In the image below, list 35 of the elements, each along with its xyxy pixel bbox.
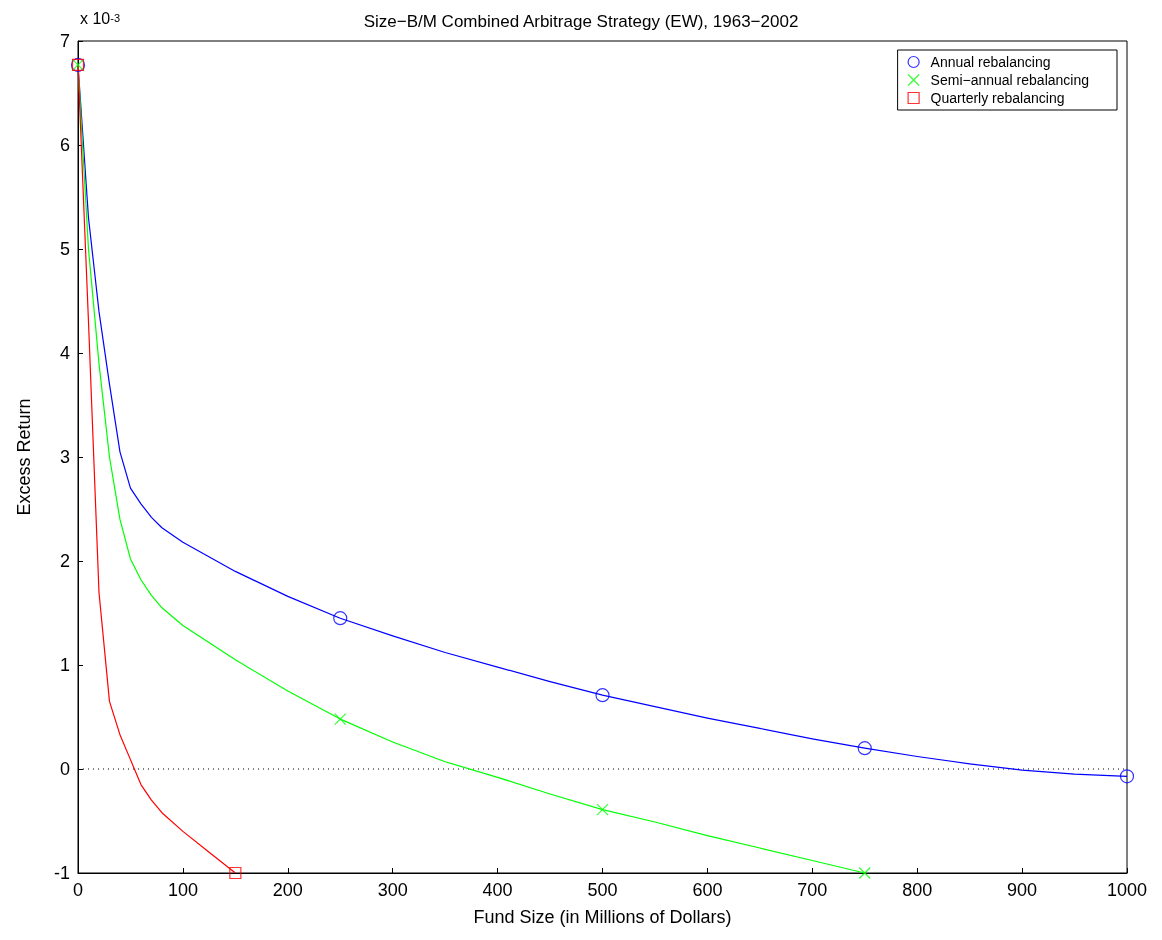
x-tick-label: 600 bbox=[692, 880, 723, 900]
y-tick-label: 4 bbox=[59, 343, 70, 363]
point bbox=[857, 741, 872, 756]
x-tick-label: 100 bbox=[167, 880, 198, 900]
point bbox=[333, 611, 348, 626]
y-axis-title: Excess Return bbox=[14, 398, 34, 516]
chart-title: Size−B/M Combined Arbitrage Strategy (EW), 1963−2002 bbox=[363, 12, 799, 31]
y-tick-label: 5 bbox=[59, 239, 70, 259]
point bbox=[595, 688, 610, 703]
x-tick-label: 500 bbox=[587, 880, 618, 900]
y-tick-label: 7 bbox=[59, 31, 70, 51]
point bbox=[229, 866, 242, 880]
x-tick-label: 900 bbox=[1007, 880, 1038, 900]
x-tick-label: 700 bbox=[797, 880, 828, 900]
text: x 10-3 bbox=[80, 9, 121, 27]
point bbox=[858, 866, 871, 880]
legend-label: Annual rebalancing bbox=[930, 54, 1051, 70]
x-tick-label: 0 bbox=[72, 880, 84, 900]
y-tick-label: 0 bbox=[59, 759, 70, 779]
x-tick-label: 800 bbox=[902, 880, 933, 900]
point bbox=[596, 803, 609, 816]
legend-label: Semi−annual rebalancing bbox=[930, 72, 1089, 88]
point bbox=[1119, 769, 1135, 784]
x-axis-title: Fund Size (in Millions of Dollars) bbox=[473, 907, 732, 927]
y-tick-label: 1 bbox=[59, 655, 70, 675]
y-tick-label: 3 bbox=[59, 447, 70, 467]
y-tick-label: 2 bbox=[59, 551, 70, 571]
x-tick-label: 400 bbox=[482, 880, 513, 900]
x-tick-label: 1000 bbox=[1106, 880, 1148, 900]
y-tick-label: 6 bbox=[59, 135, 70, 155]
point bbox=[334, 712, 347, 726]
x-tick-label: 300 bbox=[377, 880, 408, 900]
legend-label: Quarterly rebalancing bbox=[930, 90, 1065, 106]
y-tick-label: -1 bbox=[53, 863, 70, 883]
x-tick-label: 200 bbox=[272, 880, 303, 900]
